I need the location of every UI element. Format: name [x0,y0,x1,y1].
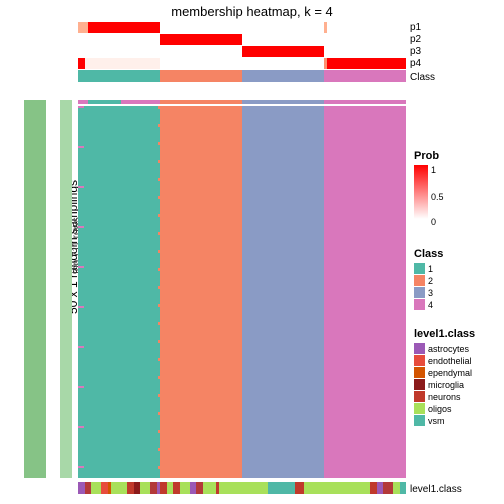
legend-title: Prob [414,150,439,162]
legend-item: 4 [414,299,443,310]
main-heatmap-body [78,100,406,478]
side-bar-inner [60,100,72,478]
heatmap-figure: membership heatmap, k = 4 50 x 1 random … [0,0,504,504]
prob-band-p3 [78,46,406,57]
legend-swatch [414,343,425,354]
legend-label: oligos [428,404,452,414]
class-band [78,70,406,82]
band-label-p2: p2 [410,34,421,45]
legend-swatch [414,263,425,274]
legend-item: 3 [414,287,443,298]
band-label-p3: p3 [410,46,421,57]
legend-swatch [414,391,425,402]
legend-label: microglia [428,380,464,390]
legend-item: neurons [414,391,475,402]
legend-label: ependymal [428,368,472,378]
heatmap-column-2 [160,106,242,478]
legend-item: 1 [414,263,443,274]
band-label-p4: p4 [410,58,421,69]
legend-swatch [414,403,425,414]
legend-swatch [414,379,425,390]
legend-label: endothelial [428,356,472,366]
legend-item: astrocytes [414,343,475,354]
legend-label: 2 [428,276,433,286]
side-bar-outer [24,100,46,478]
gradient-tick: 1 [431,165,436,175]
prob-band-p1 [78,22,406,33]
main-columns [78,106,406,478]
legend-swatch [414,275,425,286]
chart-title: membership heatmap, k = 4 [0,4,504,19]
legend-label: neurons [428,392,461,402]
legend-level1: level1.class astrocytes endothelial ependym… [414,328,475,427]
legend-label: 4 [428,300,433,310]
legend-label: vsm [428,416,445,426]
legend-swatch [414,287,425,298]
legend-prob: Prob 10.50 [414,150,439,219]
main-top-strip [78,100,406,104]
legend-label: astrocytes [428,344,469,354]
legend-title: Class [414,248,443,260]
legend-swatch [414,355,425,366]
legend-swatch [414,415,425,426]
legend-item: endothelial [414,355,475,366]
heatmap-column-4 [324,106,406,478]
legend-swatch [414,299,425,310]
band-label-class: Class [410,72,435,83]
gradient-tick: 0.5 [431,192,444,202]
band-label-p1: p1 [410,22,421,33]
top-annotation-bands: p1p2p3p4Class [78,22,406,82]
gradient-tick: 0 [431,217,436,227]
legend-item: oligos [414,403,475,414]
legend-class: Class 1 2 3 4 [414,248,443,311]
bottom-band-label: level1.class [410,484,462,495]
legend-item: microglia [414,379,475,390]
bottom-annotation-band [78,482,406,494]
legend-swatch [414,367,425,378]
legend-label: 1 [428,264,433,274]
legend-item: ependymal [414,367,475,378]
legend-title: level1.class [414,328,475,340]
heatmap-column-1 [78,106,160,478]
legend-label: 3 [428,288,433,298]
prob-gradient: 10.50 [414,165,428,219]
heatmap-column-3 [242,106,324,478]
legend-item: vsm [414,415,475,426]
prob-band-p2 [78,34,406,45]
prob-band-p4 [78,58,406,69]
legend-item: 2 [414,275,443,286]
